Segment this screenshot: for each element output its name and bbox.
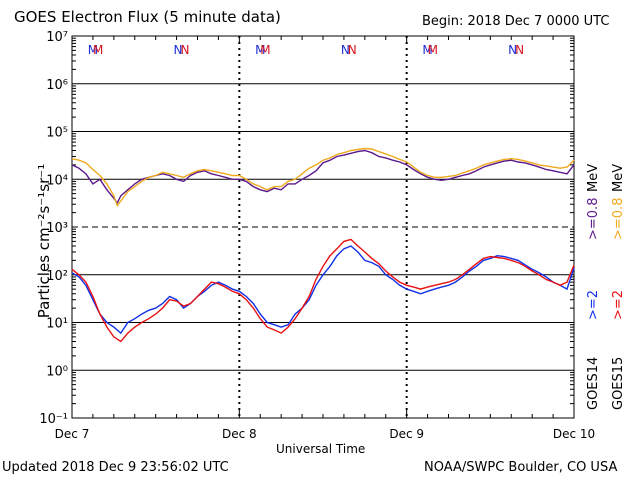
y-tick-label: 10⁰: [46, 364, 68, 379]
series-line-3: [71, 238, 575, 343]
marker-n: N: [348, 43, 357, 57]
y-tick-label: 10⁷: [46, 30, 68, 45]
legend-label: GOES14: [586, 357, 601, 410]
begin-time: Begin: 2018 Dec 7 0000 UTC: [422, 14, 610, 29]
marker-n: N: [508, 43, 517, 57]
marker-m: M: [260, 43, 270, 57]
x-tick-label: Dec 10: [553, 427, 595, 441]
legend-label: >=2: [611, 290, 626, 320]
legend-label: >=2: [586, 290, 601, 320]
marker-m: M: [428, 43, 438, 57]
x-axis-label: Universal Time: [276, 442, 366, 456]
y-tick-label: 10³: [46, 221, 68, 236]
marker-n: N: [180, 43, 189, 57]
updated-timestamp: Updated 2018 Dec 9 23:56:02 UTC: [2, 460, 229, 475]
y-tick-label: 10¹: [46, 317, 68, 332]
marker-m: M: [88, 43, 98, 57]
legend-label: >=0.8: [586, 198, 601, 240]
series-line-1: [71, 147, 575, 208]
marker-m: M: [93, 43, 103, 57]
y-tick-label: 10²: [46, 269, 68, 284]
chart-title: GOES Electron Flux (5 minute data): [14, 8, 281, 26]
x-tick-label: Dec 9: [389, 427, 424, 441]
y-tick-label: 10⁵: [46, 126, 68, 141]
x-tick-label: Dec 8: [222, 427, 257, 441]
marker-m: M: [422, 43, 432, 57]
marker-m: M: [255, 43, 265, 57]
legend-label: MeV: [586, 164, 601, 192]
y-tick-label: 10⁶: [46, 78, 68, 93]
series-line-2: [71, 245, 575, 335]
marker-n: N: [173, 43, 182, 57]
legend-label: GOES15: [611, 357, 626, 410]
y-tick-label: 10⁻¹: [39, 412, 68, 427]
marker-n: N: [341, 43, 350, 57]
credit-text: NOAA/SWPC Boulder, CO USA: [424, 460, 618, 475]
series-line-0: [71, 149, 575, 205]
marker-n: N: [515, 43, 524, 57]
x-tick-label: Dec 7: [55, 427, 90, 441]
y-tick-label: 10⁴: [46, 173, 68, 188]
legend-label: MeV: [611, 164, 626, 192]
legend-label: >=0.8: [611, 198, 626, 240]
